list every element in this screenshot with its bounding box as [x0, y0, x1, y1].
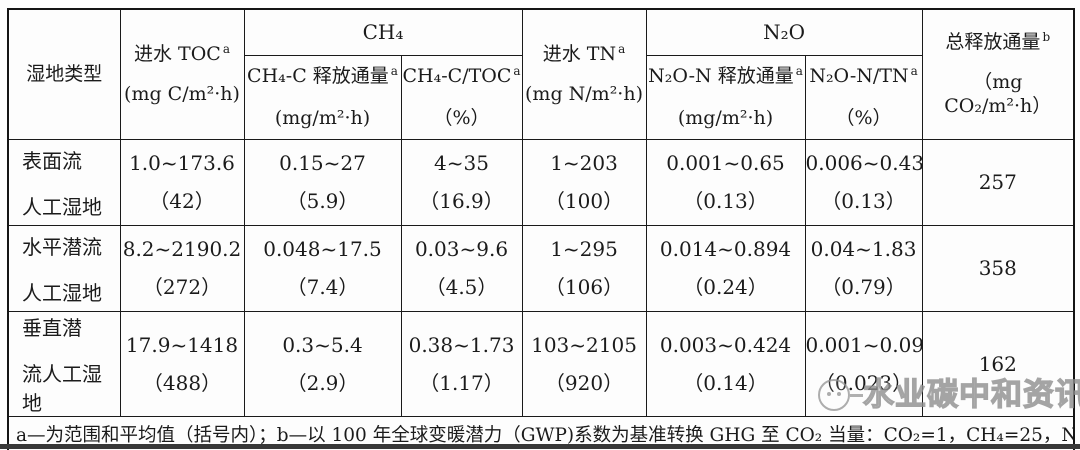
footnote-marker-a: a	[390, 63, 398, 78]
header-influent-tn-label: 进水 TN	[542, 43, 617, 66]
header-total-flux-unit: （mg CO₂/m²·h）	[944, 71, 1052, 118]
cell-ch4-flux: 0.048~17.5 （7.4）	[243, 224, 402, 312]
cell-total-flux: 162	[921, 310, 1075, 417]
header-group-ch4: CH₄	[243, 8, 523, 56]
header-ch4-toc-ratio: CH₄-C/TOC a （%）	[400, 54, 523, 140]
footnote-marker-a: a	[910, 63, 918, 78]
header-wetland-type: 湿地类型	[7, 8, 121, 140]
header-ch4-toc-ratio-label: CH₄-C/TOC	[402, 65, 512, 87]
cell-ch4-toc-ratio: 0.03~9.6 （4.5）	[400, 224, 523, 312]
header-total-flux-label: 总释放通量	[945, 31, 1041, 54]
cell-ch4-toc-ratio: 4~35 （16.9）	[400, 138, 523, 226]
header-influent-tn: 进水 TN a (mg N/m²·h)	[521, 8, 647, 140]
bottom-divider-bar	[0, 444, 1080, 449]
header-n2o-flux-unit: (mg/m²·h)	[677, 107, 774, 129]
cell-wetland-type: 表面流 人工湿地	[7, 138, 121, 226]
header-ch4-flux: CH₄-C 释放通量 a (mg/m²·h)	[243, 54, 402, 140]
cell-ch4-toc-ratio: 0.38~1.73 （1.17）	[400, 310, 523, 417]
table-row-horizontal-subsurface-flow: 水平潜流 人工湿地 8.2~2190.2 （272） 0.048~17.5 （7.4…	[7, 224, 1075, 312]
header-influent-toc: 进水 TOC a (mg C/m²·h)	[119, 8, 245, 140]
header-group-n2o: N₂O	[645, 8, 923, 56]
header-n2o-tn-ratio-unit: （%）	[835, 107, 892, 129]
table-row-vertical-subsurface-flow: 垂直潜 流人工湿地 17.9~1418 （488） 0.3~5.4 （2.9） 0.…	[7, 310, 1075, 417]
cell-toc: 17.9~1418 （488）	[119, 310, 245, 417]
cell-tn: 1~203 （100）	[521, 138, 647, 226]
cell-toc: 1.0~173.6 （42）	[119, 138, 245, 226]
header-ch4-flux-unit: (mg/m²·h)	[274, 107, 371, 129]
footnote-marker-a: a	[513, 63, 521, 78]
footnote-marker-a: a	[795, 63, 803, 78]
cell-wetland-type: 水平潜流 人工湿地	[7, 224, 121, 312]
footnote-marker-a: a	[618, 41, 626, 56]
header-influent-tn-unit: (mg N/m²·h)	[525, 83, 643, 106]
cell-tn: 103~2105 （920）	[521, 310, 647, 417]
cell-wetland-type: 垂直潜 流人工湿地	[7, 310, 121, 417]
cell-toc: 8.2~2190.2 （272）	[119, 224, 245, 312]
cell-n2o-flux: 0.001~0.65 （0.13）	[645, 138, 806, 226]
cell-ch4-flux: 0.3~5.4 （2.9）	[243, 310, 402, 417]
header-ch4-flux-label: CH₄-C 释放通量	[247, 65, 389, 87]
cell-n2o-tn-ratio: 0.001~0.096（0.023）	[804, 310, 923, 417]
cell-n2o-flux: 0.014~0.894 （0.24）	[645, 224, 806, 312]
header-n2o-flux: N₂O-N 释放通量 a (mg/m²·h)	[645, 54, 806, 140]
footnote-marker-a: a	[222, 41, 230, 56]
cell-n2o-flux: 0.003~0.424 （0.14）	[645, 310, 806, 417]
header-n2o-tn-ratio: N₂O-N/TN a （%）	[804, 54, 923, 140]
cell-total-flux: 257	[921, 138, 1075, 226]
header-influent-toc-label: 进水 TOC	[134, 43, 221, 66]
header-n2o-flux-label: N₂O-N 释放通量	[648, 65, 794, 87]
header-ch4-toc-ratio-unit: （%）	[433, 107, 490, 129]
cell-total-flux: 358	[921, 224, 1075, 312]
footnote-marker-b: b	[1042, 29, 1051, 44]
header-n2o-tn-ratio-label: N₂O-N/TN	[809, 65, 909, 87]
cell-ch4-flux: 0.15~27 （5.9）	[243, 138, 402, 226]
wetland-emissions-table: 湿地类型 进水 TOC a (mg C/m²·h) CH₄ 进水 TN a (mg …	[7, 8, 1076, 450]
header-total-flux: 总释放通量 b （mg CO₂/m²·h）	[921, 8, 1075, 140]
header-influent-toc-unit: (mg C/m²·h)	[124, 83, 240, 106]
cell-n2o-tn-ratio: 0.006~0.43 （0.13）	[804, 138, 923, 226]
table-row-surface-flow: 表面流 人工湿地 1.0~173.6 （42） 0.15~27 （5.9） 4~35…	[7, 138, 1075, 226]
header-wetland-type-label: 湿地类型	[26, 63, 103, 86]
cell-tn: 1~295 （106）	[521, 224, 647, 312]
cell-n2o-tn-ratio: 0.04~1.83 （0.79）	[804, 224, 923, 312]
